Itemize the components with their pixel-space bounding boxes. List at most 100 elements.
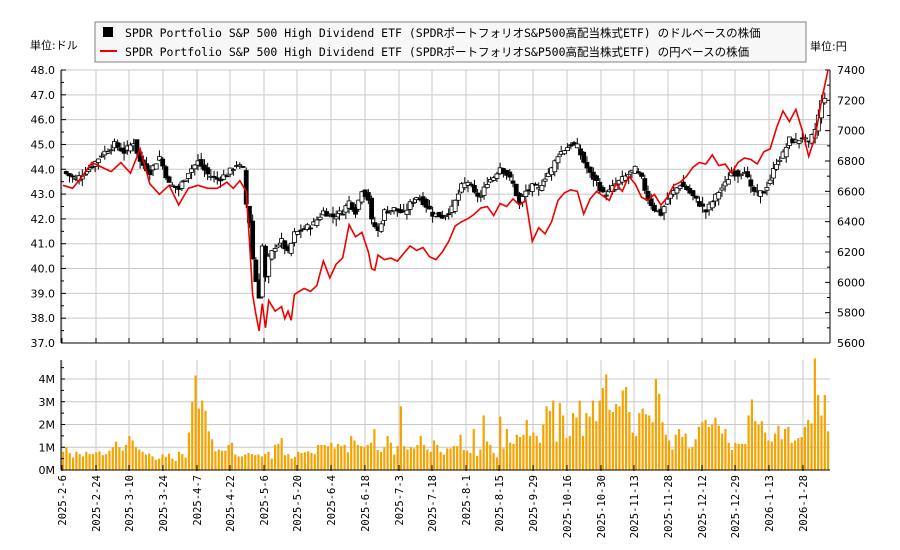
volume-bar xyxy=(555,441,558,470)
volume-bar xyxy=(608,409,611,470)
candle-down xyxy=(735,170,741,177)
left-tick-label: 48.0 xyxy=(31,64,56,77)
candle-up xyxy=(266,255,272,277)
volume-bar xyxy=(777,425,780,470)
candle-up xyxy=(382,209,387,221)
x-tick-label: 2025-4-22 xyxy=(225,475,237,532)
volume-tick-label: 0M xyxy=(39,464,56,477)
volume-bar xyxy=(783,429,787,470)
x-tick-label: 2026-1-28 xyxy=(798,475,810,532)
volume-bar xyxy=(287,454,290,470)
candle-down xyxy=(214,177,220,180)
volume-bar xyxy=(707,426,710,470)
right-tick-label: 6600 xyxy=(837,185,865,198)
candle-down xyxy=(89,166,95,169)
right-tick-label: 6800 xyxy=(837,155,865,168)
volume-bar xyxy=(631,432,634,470)
volume-bar xyxy=(406,449,409,470)
volume-bar xyxy=(820,415,823,470)
volume-bar xyxy=(512,443,515,470)
volume-bar xyxy=(479,449,482,470)
candle-down xyxy=(581,151,587,163)
candle-down xyxy=(639,172,644,177)
volume-bar xyxy=(237,456,240,470)
volume-bar xyxy=(264,454,267,470)
volume-bar xyxy=(68,452,71,470)
volume-bar xyxy=(201,400,204,470)
candle-down xyxy=(745,171,751,178)
candle-up xyxy=(95,158,101,163)
volume-bar xyxy=(396,446,399,470)
candle-down xyxy=(160,158,166,167)
volume-bar xyxy=(403,446,406,470)
yen-price-line xyxy=(62,69,829,332)
volume-bar xyxy=(134,447,138,470)
left-tick-label: 46.0 xyxy=(31,114,56,127)
volume-bar xyxy=(827,431,830,470)
candle-up xyxy=(153,163,159,170)
candle-down xyxy=(703,209,709,213)
volume-bar xyxy=(340,446,343,470)
volume-bar xyxy=(124,444,128,470)
x-tick-label: 2025-5-6 xyxy=(259,475,271,526)
volume-bar xyxy=(191,401,194,470)
right-tick-label: 6200 xyxy=(837,246,865,259)
volume-bar xyxy=(532,432,535,470)
volume-bar xyxy=(601,388,605,470)
candle-up xyxy=(237,164,243,167)
candle-up xyxy=(552,160,558,173)
candle-down xyxy=(578,148,583,156)
volume-bar xyxy=(545,406,548,470)
candle-up xyxy=(725,179,731,185)
volume-bar xyxy=(572,413,575,470)
candle-down xyxy=(198,159,204,167)
x-tick-label: 2025-7-3 xyxy=(394,475,406,526)
candle-down xyxy=(369,197,374,220)
candle-down xyxy=(134,139,140,154)
candle-down xyxy=(587,166,593,173)
volume-tick-label: 2M xyxy=(39,419,56,432)
volume-bar xyxy=(770,441,773,470)
candle-down xyxy=(240,166,246,168)
x-tick-label: 2026-1-13 xyxy=(764,475,776,532)
candle-up xyxy=(562,150,567,155)
volume-bar xyxy=(164,456,167,470)
volume-bar xyxy=(704,419,707,470)
candle-up xyxy=(288,242,294,254)
candle-down xyxy=(652,204,657,212)
volume-bar xyxy=(181,454,184,470)
x-tick-label: 2025-3-24 xyxy=(158,475,170,532)
volume-bar xyxy=(535,435,538,470)
volume-bar xyxy=(747,415,750,470)
volume-bar xyxy=(320,444,323,470)
volume-bar xyxy=(575,417,578,470)
candle-down xyxy=(385,211,391,214)
volume-bar xyxy=(363,447,366,470)
volume-bar xyxy=(383,447,386,470)
volume-bar xyxy=(71,457,75,470)
right-tick-label: 6000 xyxy=(837,276,865,289)
legend: SPDR Portfolio S&P 500 High Dividend ETF… xyxy=(94,21,807,63)
volume-bar xyxy=(81,456,85,470)
volume-bar xyxy=(558,402,561,470)
candle-legend-icon xyxy=(103,27,113,37)
volume-bar xyxy=(482,415,485,470)
left-tick-label: 44.0 xyxy=(31,163,56,176)
candle-down xyxy=(250,220,256,260)
volume-bar xyxy=(813,358,816,470)
volume-bar xyxy=(581,435,585,470)
candle-up xyxy=(292,231,297,243)
x-tick-label: 2025-10-30 xyxy=(596,475,608,538)
volume-bar xyxy=(144,454,147,470)
volume-bar xyxy=(353,440,356,470)
candle-down xyxy=(597,182,603,192)
volume-bar xyxy=(393,454,396,470)
volume-bar xyxy=(436,444,439,470)
price-axes: 48.0 47.0 46.0 45.0 44.0 43.0 42.0 41.0 40.0 39.0… xyxy=(31,64,866,350)
volume-bar xyxy=(598,400,601,470)
volume-bar xyxy=(787,426,790,470)
volume-bar xyxy=(671,449,674,470)
candle-down xyxy=(330,213,336,218)
volume-bar xyxy=(562,415,565,470)
candle-down xyxy=(472,185,477,193)
